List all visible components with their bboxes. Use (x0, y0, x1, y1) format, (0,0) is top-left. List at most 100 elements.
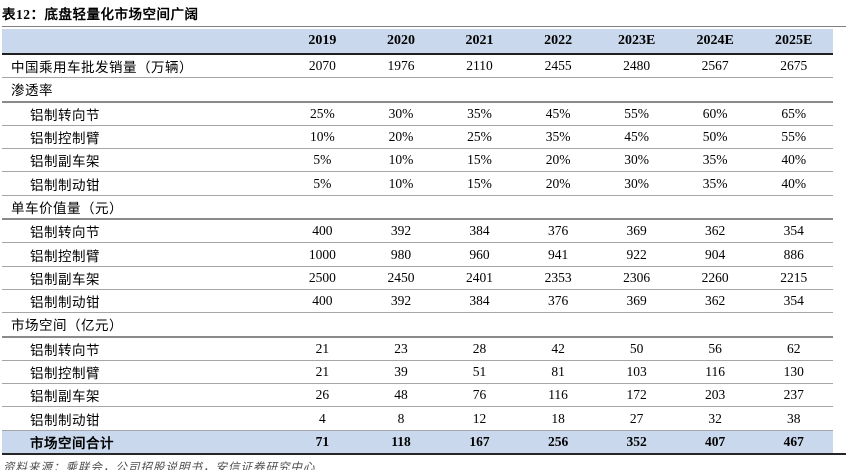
table-row: 铝制制动钳 400 392 384 376 369 362 354 (2, 289, 833, 314)
row-label: 铝制副车架 (2, 383, 284, 408)
cell-value: 50 (597, 336, 676, 361)
cell-value: 2480 (597, 54, 676, 79)
cell-value: 39 (361, 360, 441, 385)
cell-value: 2260 (675, 266, 755, 290)
cell-value: 354 (754, 219, 833, 244)
year-column-header: 2023E (597, 29, 676, 55)
row-label: 市场空间（亿元） (2, 312, 833, 338)
cell-value: 941 (518, 242, 598, 267)
table-row: 铝制副车架 2500 2450 2401 2353 2306 2260 2215 (2, 266, 833, 290)
year-column-header: 2021 (440, 29, 519, 55)
cell-value: 2070 (283, 54, 362, 79)
cell-value: 376 (518, 289, 598, 314)
cell-value: 922 (597, 242, 676, 267)
cell-value: 48 (361, 383, 441, 408)
cell-value: 51 (440, 360, 519, 385)
row-label: 铝制制动钳 (2, 406, 284, 431)
row-label: 铝制转向节 (2, 336, 284, 361)
row-label: 铝制副车架 (2, 148, 284, 173)
row-label: 铝制控制臂 (2, 125, 284, 150)
table-bottom-divider (2, 453, 846, 456)
cell-value: 352 (626, 433, 647, 449)
cell-value: 15% (440, 171, 519, 196)
cell-value: 35% (675, 148, 755, 173)
cell-value: 400 (283, 219, 362, 244)
cell-value: 40% (754, 148, 833, 173)
cell-value: 118 (391, 433, 411, 449)
cell-value: 369 (597, 289, 676, 314)
year-column-header: 2025E (754, 29, 833, 55)
table-row: 铝制转向节 400 392 384 376 369 362 354 (2, 219, 833, 244)
cell-value: 886 (754, 242, 833, 267)
cell-value: 30% (597, 148, 676, 173)
cell-value: 960 (440, 242, 519, 267)
row-label: 铝制制动钳 (2, 171, 284, 196)
cell-value: 2567 (675, 54, 755, 79)
source-note: 资料来源：乘联会，公司招股说明书，安信证券研究中心 (3, 462, 316, 470)
cell-value: 27 (597, 406, 676, 431)
cell-value: 167 (469, 433, 490, 449)
cell-value: 50% (675, 125, 755, 150)
cell-value: 21 (283, 360, 362, 385)
header-row: 2019 2020 2021 2022 2023E 2024E 2025E (2, 29, 833, 55)
section-row: 单车价值量（元） (2, 195, 833, 221)
cell-value: 81 (518, 360, 598, 385)
cell-value: 55% (754, 125, 833, 150)
cell-value: 38 (754, 406, 833, 431)
cell-value: 20% (361, 125, 441, 150)
table-title: 表12：底盘轻量化市场空间广阔 (2, 7, 199, 22)
cell-value: 2500 (283, 266, 362, 290)
cell-value: 116 (518, 383, 598, 408)
cell-value: 5% (283, 148, 362, 173)
year-column-header: 2022 (518, 29, 598, 55)
table-row: 铝制控制臂 1000 980 960 941 922 904 886 (2, 242, 833, 267)
cell-value: 354 (754, 289, 833, 314)
row-label: 市场空间合计 (30, 435, 114, 451)
cell-value: 384 (440, 219, 519, 244)
cell-value: 10% (361, 148, 441, 173)
cell-value: 40% (754, 171, 833, 196)
table-row: 中国乘用车批发销量（万辆） 2070 1976 2110 2455 2480 2567 267… (2, 54, 833, 79)
cell-value: 392 (361, 219, 441, 244)
row-label: 铝制转向节 (2, 219, 284, 244)
cell-value: 4 (283, 406, 362, 431)
cell-value: 32 (675, 406, 755, 431)
cell-value: 35% (440, 101, 519, 126)
section-row: 市场空间（亿元） (2, 312, 833, 338)
cell-value: 980 (361, 242, 441, 267)
cell-value: 30% (597, 171, 676, 196)
cell-value: 1976 (361, 54, 441, 79)
cell-value: 42 (518, 336, 598, 361)
cell-value: 2401 (440, 266, 519, 290)
row-label: 铝制转向节 (2, 101, 284, 126)
total-row: 市场空间合计 71 118 167 256 352 407 467 (2, 430, 833, 454)
table-row: 铝制副车架 5% 10% 15% 20% 30% 35% 40% (2, 148, 833, 173)
cell-value: 76 (440, 383, 519, 408)
cell-value: 904 (675, 242, 755, 267)
cell-value: 35% (518, 125, 598, 150)
cell-value: 400 (283, 289, 362, 314)
cell-value: 12 (440, 406, 519, 431)
year-column-header: 2024E (675, 29, 755, 55)
table-row: 铝制制动钳 4 8 12 18 27 32 38 (2, 406, 833, 431)
year-column-header: 2020 (361, 29, 441, 55)
market-space-table: 2019 2020 2021 2022 2023E 2024E 2025E 中国乘用车批发销… (2, 29, 833, 454)
cell-value: 369 (597, 219, 676, 244)
section-row: 渗透率 (2, 77, 833, 103)
cell-value: 384 (440, 289, 519, 314)
row-label: 单车价值量（元） (2, 195, 833, 221)
cell-value: 362 (675, 219, 755, 244)
cell-value: 116 (675, 360, 755, 385)
cell-value: 45% (518, 101, 598, 126)
title-divider (2, 26, 846, 27)
cell-value: 28 (440, 336, 519, 361)
cell-value: 20% (518, 148, 598, 173)
cell-value: 392 (361, 289, 441, 314)
table-row: 铝制副车架 26 48 76 116 172 203 237 (2, 383, 833, 408)
cell-value: 2675 (754, 54, 833, 79)
cell-value: 23 (361, 336, 441, 361)
table-row: 铝制转向节 25% 30% 35% 45% 55% 60% 65% (2, 101, 833, 126)
cell-value: 65% (754, 101, 833, 126)
cell-value: 35% (675, 171, 755, 196)
